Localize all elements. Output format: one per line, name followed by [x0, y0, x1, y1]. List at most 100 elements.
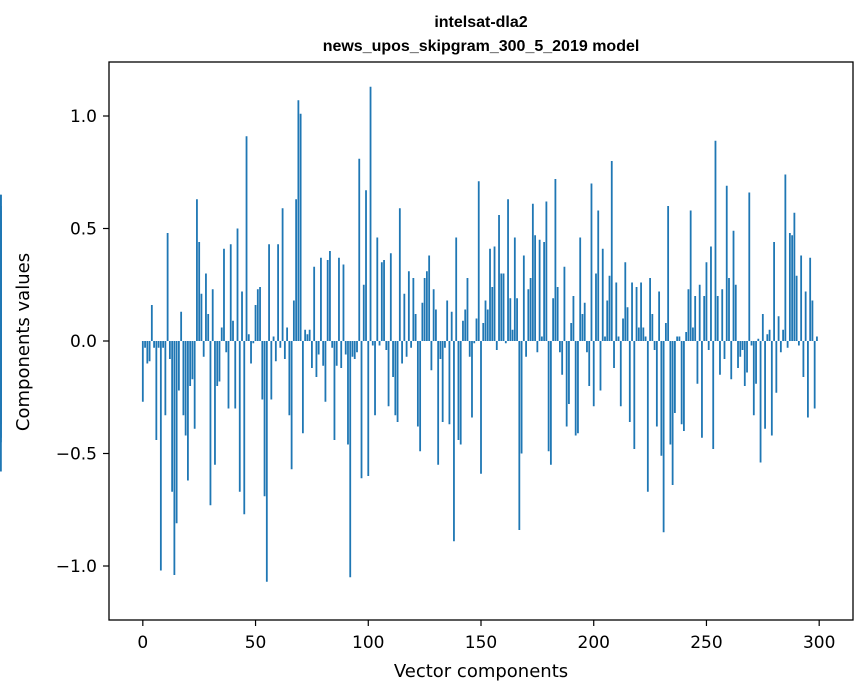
bar-7	[157, 341, 160, 348]
bar-37	[225, 341, 228, 353]
y-axis-ticks: −1.0 −0.5 0.0 0.5 1.0	[56, 107, 109, 577]
x-tick-label: 200	[578, 633, 610, 653]
bar-101	[369, 86, 372, 341]
bar-121	[414, 314, 417, 341]
bar-181	[549, 341, 552, 465]
bar-21	[189, 341, 192, 386]
bar-undefined	[0, 341, 2, 443]
bar-49	[252, 341, 255, 344]
bar-219	[635, 287, 638, 341]
bar-17	[180, 311, 183, 341]
bar-273	[757, 338, 760, 341]
bar-200	[592, 341, 595, 407]
x-tick-label: 150	[465, 633, 497, 653]
bar-9	[162, 341, 165, 348]
bar-20	[187, 341, 189, 481]
bar-105	[378, 341, 381, 346]
x-tick-label: 50	[245, 633, 267, 653]
bar-182	[552, 298, 555, 341]
bar-257	[721, 289, 724, 341]
bar-193	[577, 341, 579, 434]
bar-184	[556, 287, 559, 341]
bar-227	[653, 341, 656, 350]
bar-170	[525, 341, 527, 357]
bar-243	[689, 210, 692, 341]
bar-276	[764, 341, 766, 429]
bar-40	[232, 320, 234, 341]
bar-255	[716, 296, 719, 341]
x-tick-label: 250	[690, 633, 722, 653]
bar-235	[671, 341, 674, 485]
bar-71	[301, 341, 304, 434]
bar-171	[527, 289, 530, 341]
bar-240	[683, 341, 685, 431]
bar-209	[613, 341, 615, 368]
bar-124	[421, 302, 424, 341]
bar-106	[380, 262, 383, 341]
bar-163	[509, 298, 512, 341]
bar-27	[202, 341, 205, 357]
bar-79	[320, 257, 322, 341]
bar-34	[218, 341, 221, 382]
bar-64	[286, 327, 289, 341]
bar-10	[164, 341, 167, 416]
bar-55	[265, 341, 268, 582]
bar-136	[448, 341, 451, 425]
bar-35	[220, 327, 223, 341]
bar-118	[407, 271, 410, 341]
bar-69	[297, 100, 300, 341]
bar-246	[696, 341, 699, 384]
bar-265	[739, 341, 742, 357]
bar-293	[802, 341, 805, 377]
bar-141	[459, 341, 462, 445]
bar-275	[761, 314, 764, 341]
bar-216	[628, 341, 631, 422]
bar-4	[150, 305, 153, 341]
bar-160	[502, 273, 505, 341]
bar-179	[545, 201, 548, 341]
bar-178	[543, 242, 546, 341]
bar-23	[193, 341, 196, 429]
bar-149	[477, 181, 480, 341]
x-tick-label: 300	[803, 633, 835, 653]
bar-139	[455, 237, 458, 341]
bar-144	[466, 278, 469, 341]
bar-53	[261, 341, 264, 400]
chart-subtitle: news_upos_skipgram_300_5_2019 model	[323, 38, 640, 55]
bar-133	[441, 341, 444, 422]
bar-86	[335, 341, 338, 366]
bar-56	[268, 244, 270, 341]
bar-177	[540, 336, 543, 341]
bar-256	[719, 341, 721, 375]
bar-28	[205, 273, 207, 341]
bar-258	[723, 341, 726, 359]
bar-127	[428, 255, 431, 341]
bar-126	[425, 271, 428, 341]
bar-103	[374, 341, 376, 416]
bar-236	[673, 341, 676, 413]
bar-281	[775, 341, 778, 393]
bar-164	[511, 329, 514, 341]
bar-215	[626, 307, 629, 341]
y-tick-label: 0.5	[70, 220, 97, 240]
bar-283	[779, 341, 782, 353]
bar-59	[274, 341, 277, 362]
bar-89	[342, 264, 345, 341]
bar-66	[290, 341, 293, 470]
bar-26	[200, 293, 203, 341]
bar-99	[365, 190, 367, 341]
bar-157	[495, 341, 498, 350]
bar-266	[741, 341, 744, 350]
bar-32	[214, 341, 216, 465]
bar-51	[256, 289, 259, 341]
bar-156	[493, 246, 496, 341]
bar-218	[633, 341, 636, 449]
bar-217	[631, 282, 633, 341]
bar-117	[405, 341, 408, 357]
bar-189	[568, 341, 570, 404]
bar-174	[534, 235, 537, 341]
bar-261	[730, 341, 733, 380]
bar-192	[574, 341, 577, 436]
bar-187	[563, 266, 566, 341]
